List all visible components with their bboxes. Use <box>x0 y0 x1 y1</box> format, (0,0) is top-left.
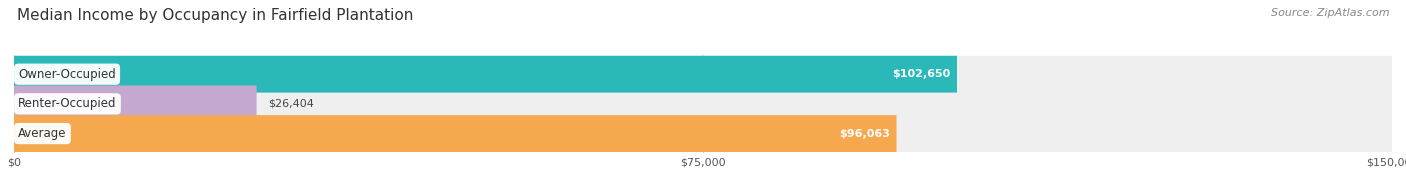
Text: $102,650: $102,650 <box>891 69 950 79</box>
Text: $26,404: $26,404 <box>267 99 314 109</box>
FancyBboxPatch shape <box>14 56 957 93</box>
Text: Owner-Occupied: Owner-Occupied <box>18 68 115 81</box>
Text: Source: ZipAtlas.com: Source: ZipAtlas.com <box>1271 8 1389 18</box>
FancyBboxPatch shape <box>14 115 897 152</box>
Text: $96,063: $96,063 <box>839 129 890 139</box>
Text: Average: Average <box>18 127 66 140</box>
FancyBboxPatch shape <box>14 85 257 122</box>
Text: Median Income by Occupancy in Fairfield Plantation: Median Income by Occupancy in Fairfield … <box>17 8 413 23</box>
FancyBboxPatch shape <box>14 56 1392 93</box>
Text: Renter-Occupied: Renter-Occupied <box>18 97 117 110</box>
FancyBboxPatch shape <box>14 85 1392 122</box>
FancyBboxPatch shape <box>14 115 1392 152</box>
